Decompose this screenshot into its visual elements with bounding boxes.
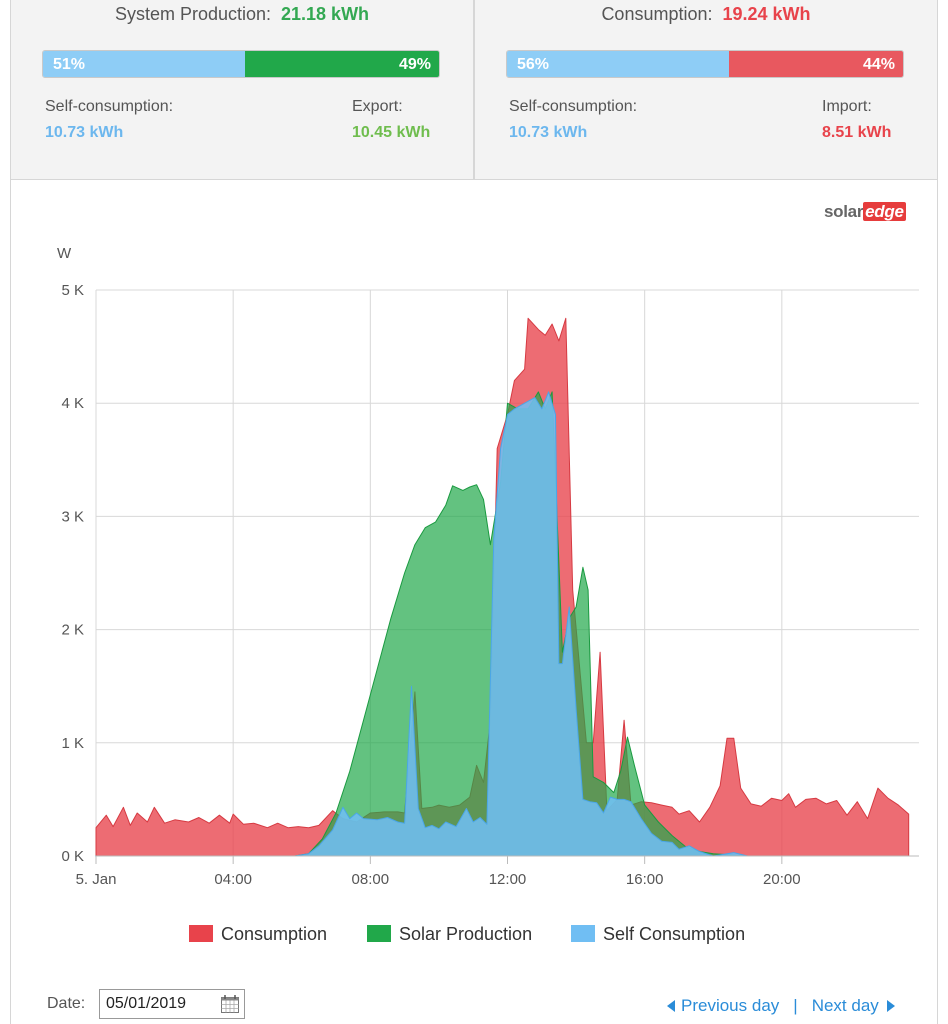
next-day-link[interactable]: Next day — [812, 996, 895, 1015]
self-consumption-area — [95, 391, 910, 857]
date-value: 05/01/2019 — [106, 995, 187, 1012]
x-tick-label: 5. Jan — [76, 871, 117, 888]
legend-swatch-consumption — [189, 925, 213, 942]
y-tick-label: 4 K — [61, 395, 84, 412]
consumption-summary-panel: Consumption: 19.24 kWh 56% 44% Self-consu… — [474, 0, 938, 180]
y-tick-label: 2 K — [61, 622, 84, 639]
solaredge-logo: solar edge — [824, 202, 906, 222]
legend-swatch-self — [571, 925, 595, 942]
logo-part2: edge — [863, 202, 906, 221]
nav-separator: | — [793, 996, 798, 1015]
legend-label-self: Self Consumption — [603, 924, 746, 944]
production-summary-panel: System Production: 21.18 kWh 51% 49% Self… — [10, 0, 474, 180]
consumption-import-segment: 44% — [728, 51, 903, 77]
consumption-title: Consumption: — [601, 4, 713, 24]
production-value: 21.18 kWh — [281, 4, 370, 24]
y-tick-label: 5 K — [61, 282, 84, 299]
legend-item-consumption[interactable]: Consumption — [189, 924, 327, 945]
date-label: Date: — [47, 995, 86, 1012]
production-self-value: 10.73 kWh — [45, 124, 124, 141]
legend-label-solar: Solar Production — [399, 924, 533, 944]
y-tick-label: 3 K — [61, 508, 84, 525]
production-split-bar: 51% 49% — [42, 50, 440, 78]
legend-item-self[interactable]: Self Consumption — [571, 924, 745, 945]
consumption-self-value: 10.73 kWh — [509, 124, 588, 141]
y-tick-label: 1 K — [61, 735, 84, 752]
consumption-split-bar: 56% 44% — [506, 50, 904, 78]
x-tick-label: 08:00 — [352, 871, 390, 888]
production-self-label: Self-consumption: — [45, 98, 174, 115]
next-day-label: Next day — [811, 996, 879, 1015]
consumption-value: 19.24 kWh — [722, 4, 811, 24]
consumption-title-row: Consumption: 19.24 kWh — [475, 4, 937, 25]
y-tick-label: 0 K — [61, 848, 84, 865]
export-value: 10.45 kWh — [352, 124, 431, 141]
x-tick-label: 12:00 — [489, 871, 527, 888]
day-navigation: Previous day | Next day — [667, 996, 895, 1016]
consumption-self-segment: 56% — [507, 51, 729, 77]
previous-day-label: Previous day — [681, 996, 780, 1015]
y-axis-label: W — [57, 245, 72, 262]
export-label: Export: — [352, 98, 403, 115]
production-export-segment: 49% — [244, 51, 439, 77]
caret-left-icon — [667, 1000, 675, 1012]
caret-right-icon — [886, 1000, 895, 1012]
legend-item-solar[interactable]: Solar Production — [367, 924, 532, 945]
legend-label-consumption: Consumption — [221, 924, 328, 944]
consumption-self-label: Self-consumption: — [509, 98, 638, 115]
import-value: 8.51 kWh — [822, 124, 892, 141]
power-chart: 0 K 1 K 2 K 3 K 4 K 5 K 5. Jan 04:00 08:00 12:00 1… — [57, 245, 919, 888]
x-tick-label: 20:00 — [763, 871, 801, 888]
x-tick-label: 04:00 — [214, 871, 252, 888]
production-title-row: System Production: 21.18 kWh — [11, 4, 473, 25]
calendar-icon[interactable] — [220, 994, 240, 1014]
previous-day-link[interactable]: Previous day — [667, 996, 779, 1015]
production-self-segment: 51% — [43, 51, 245, 77]
x-tick-label: 16:00 — [626, 871, 664, 888]
production-title: System Production: — [114, 4, 272, 24]
date-input[interactable]: 05/01/2019 — [99, 989, 245, 1019]
import-label: Import: — [822, 98, 872, 115]
legend-swatch-solar — [367, 925, 391, 942]
logo-part1: solar — [824, 202, 864, 221]
